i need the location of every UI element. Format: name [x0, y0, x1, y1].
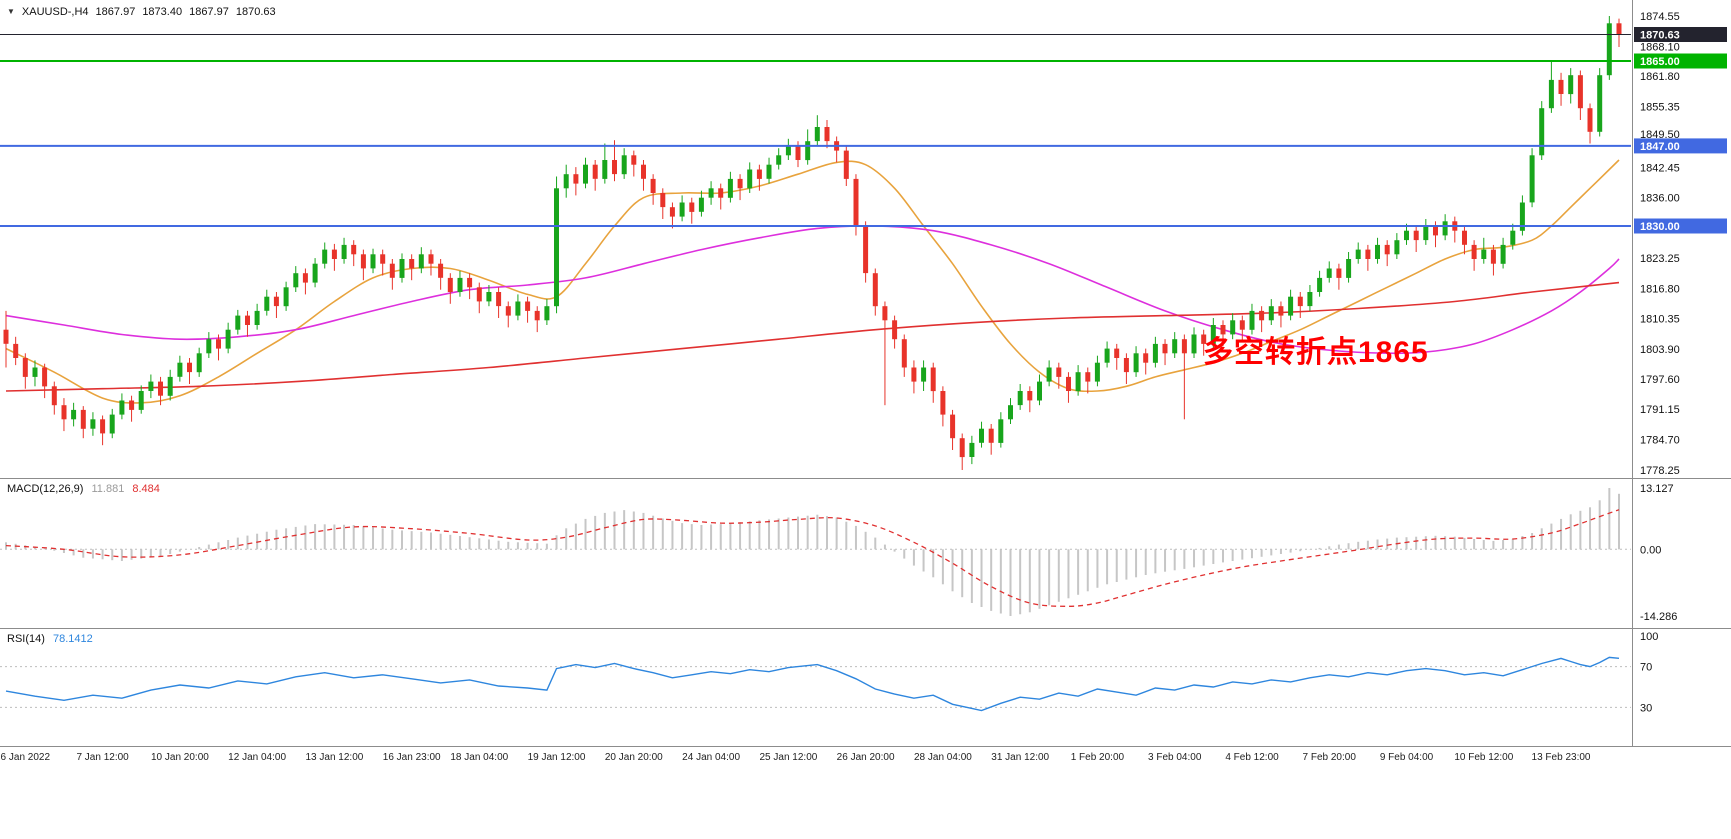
- quote-open: 1867.97: [95, 6, 136, 18]
- svg-text:1 Feb 20:00: 1 Feb 20:00: [1071, 752, 1125, 763]
- svg-text:1803.90: 1803.90: [1640, 344, 1680, 356]
- svg-text:70: 70: [1640, 662, 1652, 674]
- macd-pane: 13.127 0.00 -14.286: [0, 483, 1677, 623]
- svg-text:1849.50: 1849.50: [1640, 129, 1680, 141]
- quote-low: 1867.97: [189, 6, 229, 18]
- quote-high: 1873.40: [142, 6, 183, 18]
- rsi-pane: 100 70 30: [0, 631, 1658, 714]
- symbol-timeframe: XAUUSD-,H4: [21, 6, 89, 18]
- ma-fast-orange-line: [5, 159, 1620, 404]
- svg-text:1874.55: 1874.55: [1640, 11, 1680, 23]
- price-axis: 1874.55 1868.10 1861.80 1855.35 1849.50 1842.…: [1634, 11, 1727, 477]
- macd-name: MACD(12,26,9): [7, 483, 84, 495]
- annotation-text[interactable]: 多空转折点1865: [1203, 336, 1429, 369]
- svg-text:1797.60: 1797.60: [1640, 374, 1680, 386]
- svg-text:19 Jan 12:00: 19 Jan 12:00: [528, 752, 586, 763]
- rsi-value: 78.1412: [52, 633, 93, 645]
- macd-main-value: 11.881: [91, 483, 125, 495]
- quote-close: 1870.63: [235, 6, 276, 18]
- quote-bar: ▼ XAUUSD-,H4 1867.97 1873.40 1867.97 187…: [7, 6, 276, 18]
- svg-text:1823.25: 1823.25: [1640, 253, 1680, 265]
- svg-text:16 Jan 23:00: 16 Jan 23:00: [383, 752, 441, 763]
- svg-text:6 Jan 2022: 6 Jan 2022: [1, 752, 51, 763]
- svg-text:1784.70: 1784.70: [1640, 435, 1680, 447]
- support-resistance-1847-tag: [1634, 138, 1727, 154]
- svg-text:1861.80: 1861.80: [1640, 71, 1680, 83]
- candles-layer: [3, 16, 1622, 470]
- svg-text:24 Jan 04:00: 24 Jan 04:00: [682, 752, 740, 763]
- svg-text:1855.35: 1855.35: [1640, 102, 1680, 114]
- svg-text:1870.63: 1870.63: [1640, 30, 1680, 42]
- support-resistance-1865-tag: [1634, 53, 1727, 69]
- pane-separators: [0, 0, 1731, 747]
- svg-text:28 Jan 04:00: 28 Jan 04:00: [914, 752, 972, 763]
- svg-text:31 Jan 12:00: 31 Jan 12:00: [991, 752, 1049, 763]
- svg-text:1868.10: 1868.10: [1640, 41, 1680, 53]
- svg-text:-14.286: -14.286: [1640, 611, 1677, 623]
- svg-text:12 Jan 04:00: 12 Jan 04:00: [228, 752, 286, 763]
- svg-text:1830.00: 1830.00: [1640, 221, 1680, 233]
- macd-signal-value: 8.484: [132, 483, 160, 495]
- svg-text:1810.35: 1810.35: [1640, 314, 1680, 326]
- level-lines-layer: [0, 33, 1631, 228]
- svg-text:13 Feb 23:00: 13 Feb 23:00: [1532, 752, 1591, 763]
- rsi-line: [5, 656, 1620, 712]
- moving-averages-layer: [5, 159, 1620, 404]
- svg-text:10 Jan 20:00: 10 Jan 20:00: [151, 752, 209, 763]
- svg-text:100: 100: [1640, 631, 1658, 643]
- svg-text:7 Feb 20:00: 7 Feb 20:00: [1303, 752, 1357, 763]
- svg-text:10 Feb 12:00: 10 Feb 12:00: [1454, 752, 1513, 763]
- dropdown-triangle-icon[interactable]: ▼: [7, 7, 15, 16]
- rsi-name: RSI(14): [7, 633, 45, 645]
- svg-text:26 Jan 20:00: 26 Jan 20:00: [837, 752, 895, 763]
- svg-text:1842.45: 1842.45: [1640, 162, 1680, 174]
- svg-text:3 Feb 04:00: 3 Feb 04:00: [1148, 752, 1202, 763]
- svg-text:13 Jan 12:00: 13 Jan 12:00: [305, 752, 363, 763]
- current-price-tag: [1634, 27, 1727, 42]
- svg-text:1847.00: 1847.00: [1640, 141, 1680, 153]
- svg-text:20 Jan 20:00: 20 Jan 20:00: [605, 752, 663, 763]
- svg-text:1778.25: 1778.25: [1640, 465, 1680, 477]
- ma-slow-red-line: [5, 281, 1620, 392]
- svg-text:18 Jan 04:00: 18 Jan 04:00: [450, 752, 508, 763]
- svg-text:7 Jan 12:00: 7 Jan 12:00: [76, 752, 129, 763]
- macd-signal-line: [5, 509, 1620, 607]
- macd-label: MACD(12,26,9) 11.881 8.484: [7, 483, 165, 495]
- svg-text:1836.00: 1836.00: [1640, 193, 1680, 205]
- support-resistance-1830-tag: [1634, 218, 1727, 234]
- svg-text:1816.80: 1816.80: [1640, 283, 1680, 295]
- svg-text:4 Feb 12:00: 4 Feb 12:00: [1225, 752, 1279, 763]
- svg-text:25 Jan 12:00: 25 Jan 12:00: [759, 752, 817, 763]
- time-axis: 6 Jan 2022 7 Jan 12:00 10 Jan 20:00 12 Jan …: [1, 752, 1591, 763]
- svg-text:13.127: 13.127: [1640, 483, 1674, 495]
- svg-text:9 Feb 04:00: 9 Feb 04:00: [1380, 752, 1434, 763]
- svg-text:1865.00: 1865.00: [1640, 56, 1680, 68]
- ma-mid-magenta-line: [5, 225, 1620, 355]
- rsi-label: RSI(14) 78.1412: [7, 633, 98, 645]
- svg-text:1791.15: 1791.15: [1640, 404, 1680, 416]
- svg-text:30: 30: [1640, 702, 1652, 714]
- svg-text:0.00: 0.00: [1640, 544, 1661, 556]
